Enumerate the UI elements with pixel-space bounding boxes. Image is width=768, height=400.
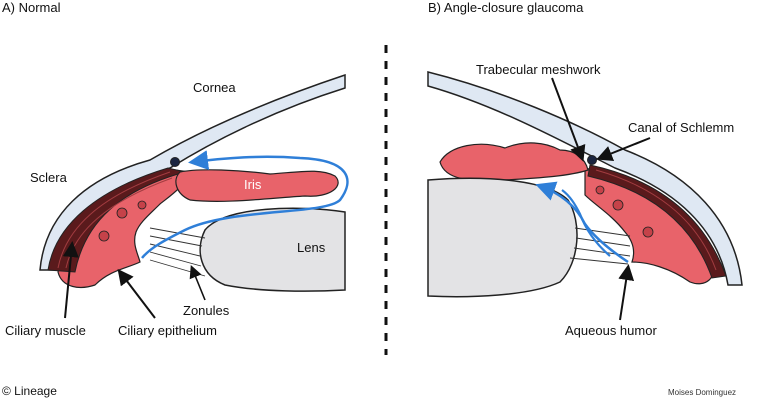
label-aqueous-humor: Aqueous humor — [565, 323, 657, 338]
aqueous-flow-a — [141, 150, 349, 259]
label-iris: Iris — [244, 177, 262, 192]
lens-b — [427, 177, 578, 298]
ciliary-muscle-a — [47, 167, 186, 273]
lens-a — [199, 207, 346, 292]
label-trabecular-meshwork: Trabecular meshwork — [476, 62, 601, 77]
label-canal-of-schlemm: Canal of Schlemm — [628, 120, 735, 135]
ciliary-muscle-b — [587, 164, 727, 279]
label-cornea: Cornea — [193, 80, 236, 95]
label-ciliary-muscle: Ciliary muscle — [5, 323, 86, 338]
credit-author: Moises Dominguez — [668, 388, 737, 397]
iris-b — [439, 142, 589, 182]
label-sclera: Sclera — [30, 170, 67, 185]
label-zonules: Zonules — [183, 303, 230, 318]
canal-of-schlemm-a — [170, 157, 180, 167]
cornea-sclera-b — [427, 71, 743, 286]
iris-a — [175, 169, 339, 202]
panel-b-title: B) Angle-closure glaucoma — [428, 0, 584, 15]
canal-of-schlemm-b — [587, 155, 597, 165]
credit-lineage: © Lineage — [2, 384, 57, 398]
label-lens: Lens — [297, 240, 326, 255]
label-ciliary-epithelium: Ciliary epithelium — [118, 323, 217, 338]
panel-a-title: A) Normal — [2, 0, 61, 15]
